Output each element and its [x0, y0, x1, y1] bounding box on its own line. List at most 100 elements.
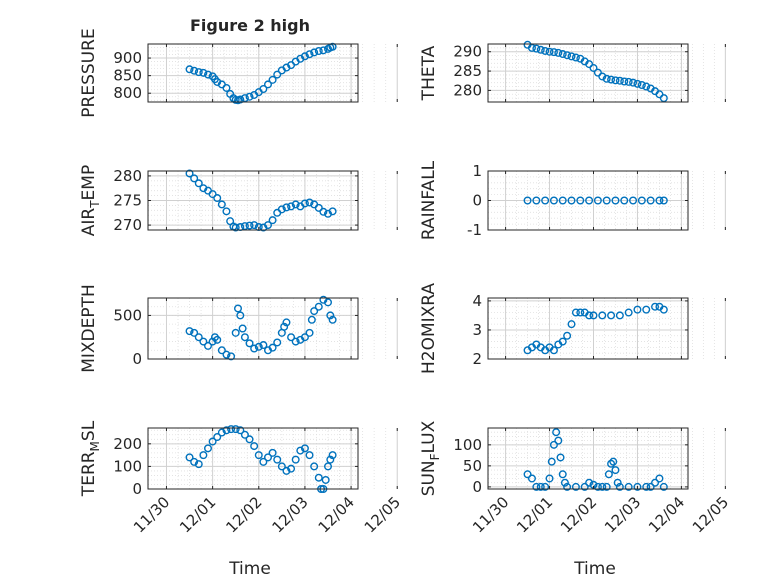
data-point [259, 457, 268, 466]
data-point [593, 196, 602, 205]
data-point [305, 328, 314, 337]
data-point [659, 305, 668, 314]
data-point [326, 311, 335, 320]
data-point [213, 433, 222, 442]
data-point [236, 426, 245, 435]
data-point [593, 68, 602, 77]
y-axis-label: H2OMIXRA [419, 283, 439, 374]
y-tick-label: 275 [113, 192, 142, 210]
data-point [541, 46, 550, 55]
data-point [602, 74, 611, 83]
y-tick-label: 290 [453, 43, 482, 61]
y-axis-label: THETA [419, 45, 439, 101]
data-point [642, 305, 651, 314]
plot-area [488, 44, 688, 102]
data-point [254, 342, 263, 351]
data-point [217, 428, 226, 437]
y-tick-label: 0 [472, 192, 482, 210]
data-point [259, 84, 268, 93]
data-point [300, 52, 309, 61]
data-point [613, 478, 622, 487]
data-point [554, 48, 563, 57]
data-point [231, 328, 240, 337]
data-point [194, 68, 203, 77]
data-point [287, 464, 296, 473]
data-point [532, 482, 541, 491]
data-point [611, 76, 620, 85]
y-axis-label: MIXDEPTH [79, 284, 99, 373]
data-point [545, 47, 554, 56]
data-point [615, 76, 624, 85]
data-point [620, 196, 629, 205]
data-point [264, 80, 273, 89]
data-point [576, 196, 585, 205]
data-point [291, 455, 300, 464]
data-point [240, 333, 249, 342]
data-point [527, 474, 536, 483]
data-point [250, 442, 259, 451]
data-point [541, 196, 550, 205]
data-point [536, 482, 545, 491]
data-point [233, 304, 242, 313]
axes-box [487, 43, 689, 103]
y-tick-label: 2 [472, 350, 482, 368]
y-tick-label: 285 [453, 62, 482, 80]
data-point [571, 482, 580, 491]
data-point [585, 196, 594, 205]
data-point [208, 437, 217, 446]
data-point [273, 70, 282, 79]
data-point [624, 77, 633, 86]
y-tick-label: 280 [113, 167, 142, 185]
data-point [527, 43, 536, 52]
x-axis-label-right: Time [573, 559, 616, 579]
y-axis-label: TERRMSL [79, 420, 102, 497]
data-point [563, 331, 572, 340]
subplot-rainfall: -1 0 1 RAINFALL [419, 160, 726, 240]
data-point [300, 444, 309, 453]
y-tick-label: 900 [113, 49, 142, 67]
data-point [194, 460, 203, 469]
data-point [190, 66, 199, 75]
data-point [556, 453, 565, 462]
data-point [637, 80, 646, 89]
data-point [659, 482, 668, 491]
data-point [324, 298, 333, 307]
data-point [310, 48, 319, 57]
data-point [190, 457, 199, 466]
data-point [194, 179, 203, 188]
data-point [651, 302, 660, 311]
data-point [250, 344, 259, 353]
data-point [227, 425, 236, 434]
data-point [203, 70, 212, 79]
data-point [208, 190, 217, 199]
data-point [624, 308, 633, 317]
data-point [563, 51, 572, 60]
data-point [268, 75, 277, 84]
data-point [310, 307, 319, 316]
data-point [213, 335, 222, 344]
data-point [655, 90, 664, 99]
data-point [236, 95, 245, 104]
data-point [593, 482, 602, 491]
data-point [615, 482, 624, 491]
y-tick-label: 1 [472, 162, 482, 180]
y-tick-label: 270 [113, 216, 142, 234]
y-tick-label: 100 [113, 457, 142, 475]
data-point [602, 482, 611, 491]
data-point [194, 333, 203, 342]
data-point [328, 451, 337, 460]
data-point [532, 44, 541, 53]
y-axis-label: SUNFLUX [419, 420, 442, 496]
data-point [576, 308, 585, 317]
data-point [523, 470, 532, 479]
data-point [250, 221, 259, 230]
y-tick-label: 0 [472, 478, 482, 496]
data-point [300, 199, 309, 208]
y-tick-label: 500 [113, 306, 142, 324]
data-point [558, 470, 567, 479]
plot-area [148, 298, 358, 359]
data-point [598, 311, 607, 320]
data-point [651, 478, 660, 487]
